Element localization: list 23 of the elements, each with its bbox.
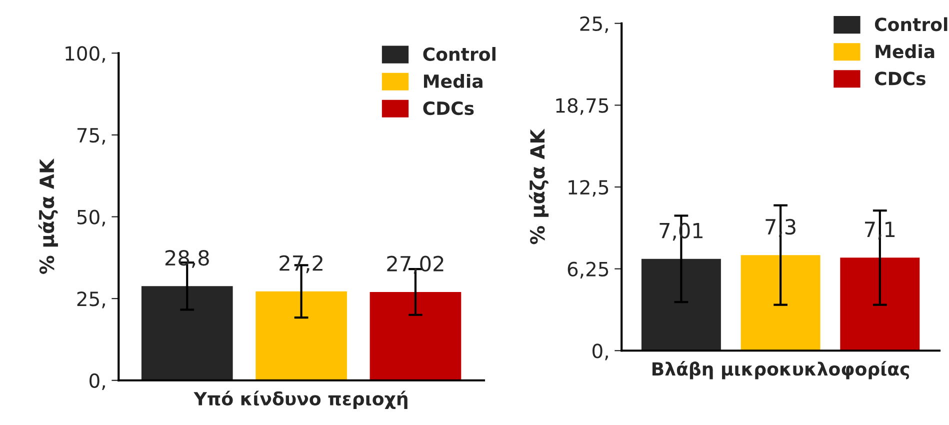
- y-axis-title: % μάζα ΑΚ: [528, 128, 549, 244]
- y-axis-title: % μάζα ΑΚ: [38, 158, 58, 274]
- x-axis-title: Υπό κίνδυνο περιοχή: [194, 390, 408, 409]
- data-label: 28,8: [165, 250, 209, 268]
- legend-label: Control: [874, 17, 948, 32]
- x-axis-title: Βλάβη μικροκυκλοφορίας: [652, 361, 910, 380]
- y-tick-label: 6,25: [568, 262, 608, 278]
- data-label: 27,02: [387, 256, 444, 274]
- y-tick-label: 0,: [592, 344, 608, 360]
- legend-label: Control: [423, 47, 496, 61]
- y-tick-label: 25,: [77, 292, 105, 308]
- legend-label: Media: [876, 44, 934, 58]
- legend-label: CDCs: [423, 101, 474, 116]
- y-tick-label: 25,: [580, 16, 608, 34]
- legend-label: CDCs: [874, 72, 926, 86]
- legend-label: Media: [424, 74, 482, 88]
- y-tick-label: 18,75: [556, 98, 608, 115]
- y-tick-label: 0,: [90, 373, 105, 390]
- data-label: 27,2: [280, 255, 322, 274]
- y-tick-label: 75,: [77, 128, 105, 145]
- y-tick-label: 100,: [66, 46, 105, 63]
- y-tick-label: 50,: [77, 210, 105, 226]
- y-tick-label: 12,5: [568, 180, 608, 197]
